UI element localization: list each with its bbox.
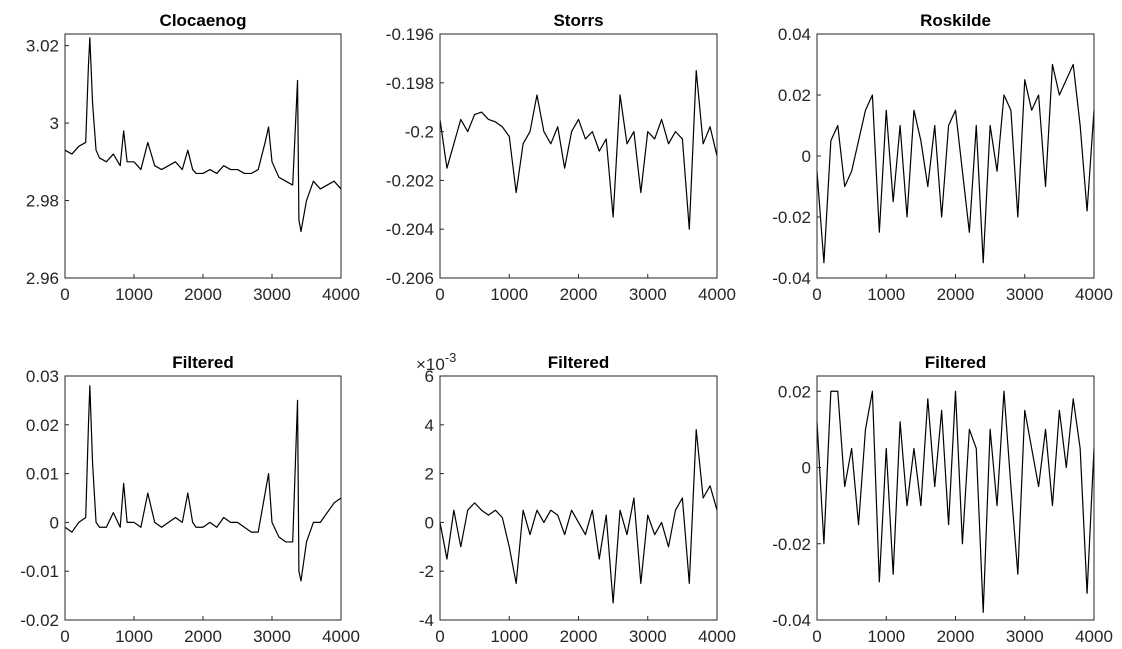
data-line xyxy=(816,390,1095,613)
x-tick-label: 4000 xyxy=(322,285,360,304)
x-tick-label: 3000 xyxy=(253,285,291,304)
y-tick-label: -0.206 xyxy=(386,269,434,288)
x-tick-label: 3000 xyxy=(1006,285,1044,304)
subplot: 0 1000 2000 3000 4000 -4 -2 0 2 4 6 Filtered ×10-3 xyxy=(416,350,736,646)
subplot: 0 1000 2000 3000 4000 -0.04 -0.02 0 0.02 0.04 Rosk… xyxy=(772,11,1113,304)
x-tick-label: 0 xyxy=(435,285,444,304)
subplot-title: Storrs xyxy=(553,11,603,30)
y-tick-label: 0.02 xyxy=(778,86,811,105)
x-tick-label: 1000 xyxy=(115,627,153,646)
y-tick-label: 0.02 xyxy=(26,416,59,435)
plot-area xyxy=(440,34,717,278)
y-tick-label: -2 xyxy=(419,562,434,581)
subplot-title: Filtered xyxy=(548,353,609,372)
y-tick-label: -0.02 xyxy=(20,611,59,630)
plot-area xyxy=(440,376,717,620)
y-tick-label: 0.04 xyxy=(778,25,811,44)
y-tick-label: -4 xyxy=(419,611,434,630)
y-tick-label: -0.04 xyxy=(772,611,811,630)
x-tick-label: 4000 xyxy=(322,627,360,646)
y-tick-label: 3.02 xyxy=(26,37,59,56)
y-tick-label: -0.196 xyxy=(386,25,434,44)
y-tick-label: 3 xyxy=(50,114,59,133)
y-tick-label: 0.03 xyxy=(26,367,59,386)
y-tick-label: 0 xyxy=(425,513,434,532)
x-tick-label: 1000 xyxy=(115,285,153,304)
subplot: 0 1000 2000 3000 4000 -0.206 -0.204 -0.202 -0.2 -… xyxy=(386,11,736,304)
x-tick-label: 2000 xyxy=(184,627,222,646)
y-tick-label: -0.204 xyxy=(386,220,434,239)
y-tick-label: -0.198 xyxy=(386,74,434,93)
x-tick-label: 0 xyxy=(812,285,821,304)
subplot-title: Filtered xyxy=(925,353,986,372)
y-tick-label: 0 xyxy=(802,147,811,166)
x-tick-label: 0 xyxy=(60,285,69,304)
x-tick-label: 3000 xyxy=(1006,627,1044,646)
subplot-title: Roskilde xyxy=(920,11,991,30)
subplot: 0 1000 2000 3000 4000 -0.02 -0.01 0 0.01 0.02 0.03… xyxy=(20,353,360,646)
y-multiplier-exponent: -3 xyxy=(445,350,457,365)
y-tick-label: 6 xyxy=(425,367,434,386)
y-tick-label: 0.02 xyxy=(778,382,811,401)
plot-area xyxy=(817,376,1094,620)
plot-area xyxy=(65,376,341,620)
x-tick-label: 3000 xyxy=(629,627,667,646)
data-line xyxy=(64,385,342,582)
y-tick-label: -0.02 xyxy=(772,535,811,554)
y-tick-label: -0.04 xyxy=(772,269,811,288)
x-tick-label: 4000 xyxy=(1075,285,1113,304)
y-tick-label: 2.98 xyxy=(26,192,59,211)
subplot: 0 1000 2000 3000 4000 2.96 2.98 3 3.02 Clocaenog xyxy=(26,11,360,304)
x-tick-label: 4000 xyxy=(1075,627,1113,646)
x-tick-label: 0 xyxy=(435,627,444,646)
x-tick-label: 4000 xyxy=(698,627,736,646)
x-tick-label: 0 xyxy=(812,627,821,646)
x-tick-label: 1000 xyxy=(490,627,528,646)
y-tick-label: 0 xyxy=(50,513,59,532)
y-tick-label: -0.2 xyxy=(405,123,434,142)
x-tick-label: 0 xyxy=(60,627,69,646)
x-tick-label: 2000 xyxy=(184,285,222,304)
data-line xyxy=(439,70,718,230)
x-tick-label: 1000 xyxy=(867,627,905,646)
x-tick-label: 2000 xyxy=(937,627,975,646)
x-tick-label: 2000 xyxy=(560,627,598,646)
subplot: 0 1000 2000 3000 4000 -0.04 -0.02 0 0.02 Filtered xyxy=(772,353,1113,646)
y-tick-label: 0.01 xyxy=(26,465,59,484)
y-multiplier: ×10-3 xyxy=(416,350,456,374)
x-tick-label: 2000 xyxy=(560,285,598,304)
x-tick-label: 1000 xyxy=(490,285,528,304)
x-tick-label: 3000 xyxy=(629,285,667,304)
plot-area xyxy=(65,34,341,278)
y-tick-label: 0 xyxy=(802,459,811,478)
y-tick-label: 2 xyxy=(425,465,434,484)
x-tick-label: 4000 xyxy=(698,285,736,304)
data-line xyxy=(64,37,342,233)
subplot-title: Filtered xyxy=(172,353,233,372)
y-tick-label: -0.01 xyxy=(20,562,59,581)
data-line xyxy=(816,63,1095,264)
y-tick-label: 2.96 xyxy=(26,269,59,288)
x-tick-label: 1000 xyxy=(867,285,905,304)
x-tick-label: 2000 xyxy=(937,285,975,304)
y-multiplier-base: ×10 xyxy=(416,355,445,374)
subplot-title: Clocaenog xyxy=(160,11,247,30)
y-tick-label: -0.02 xyxy=(772,208,811,227)
data-line xyxy=(439,429,718,604)
x-tick-label: 3000 xyxy=(253,627,291,646)
y-tick-label: 4 xyxy=(425,416,434,435)
y-tick-label: -0.202 xyxy=(386,171,434,190)
